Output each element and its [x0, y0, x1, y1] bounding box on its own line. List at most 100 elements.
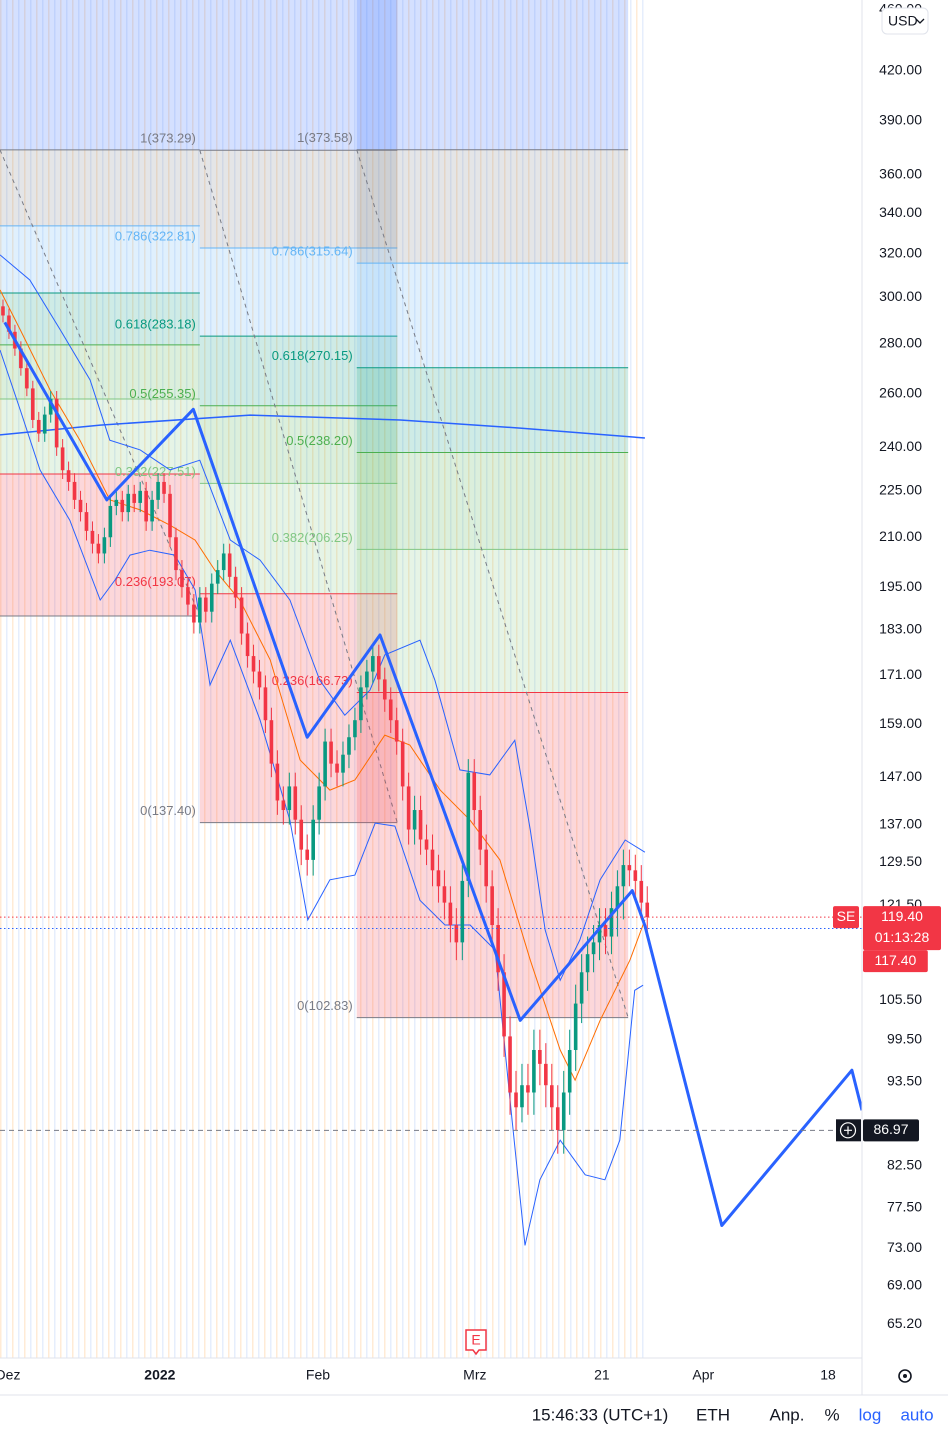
- candle-body: [54, 398, 59, 448]
- candle-body: [329, 741, 333, 764]
- gear[interactable]: [898, 1369, 912, 1383]
- currency[interactable]: USD: [888, 13, 918, 29]
- candle-body: [66, 470, 71, 482]
- candle-body: [221, 553, 226, 571]
- candle-body: [472, 772, 477, 811]
- candle-body: [412, 810, 417, 830]
- event-badge[interactable]: [465, 1329, 487, 1356]
- candle-body: [156, 481, 160, 500]
- candle-body: [227, 553, 232, 577]
- event-marker[interactable]: E: [465, 1329, 487, 1356]
- candle-body: [102, 537, 107, 554]
- candle-body: [365, 671, 369, 688]
- status-percent[interactable]: %: [824, 1405, 839, 1424]
- candle-body: [573, 1003, 578, 1050]
- currency-box[interactable]: [881, 7, 929, 35]
- candle-body: [78, 499, 83, 513]
- y-tick-label: 320.00: [879, 245, 922, 261]
- candle-body: [42, 414, 47, 434]
- candle-body: [84, 512, 89, 531]
- countdown: 01:13:28: [875, 929, 930, 945]
- y-tick-label: 105.50: [879, 991, 922, 1007]
- x-tick-label: Feb: [306, 1367, 330, 1383]
- y-tick-label: 280.00: [879, 334, 922, 350]
- gear-center: [903, 1374, 907, 1378]
- y-tick-label: 69.00: [887, 1277, 922, 1293]
- candle-body: [126, 493, 131, 513]
- candle-body: [215, 570, 220, 584]
- indicator-line: [0, 349, 644, 1246]
- candle-body: [25, 368, 29, 389]
- y-tick-label: 195.00: [879, 578, 922, 594]
- event-label: E: [471, 1332, 480, 1348]
- y-tick-label: 360.00: [879, 165, 922, 181]
- candle-body: [263, 687, 268, 721]
- fib-label: 1(373.29): [140, 131, 196, 146]
- fib-label: 0.786(322.81): [115, 228, 196, 243]
- candle-body: [406, 786, 411, 830]
- candle-body: [388, 699, 393, 721]
- fib-zone: [199, 0, 398, 151]
- drawing-line: [3, 321, 862, 1227]
- fib-label: 0(102.83): [297, 998, 353, 1013]
- y-tick-label: 93.50: [887, 1072, 922, 1088]
- fib-zone: [356, 367, 629, 453]
- candle-body: [114, 499, 119, 506]
- x-tick-label: 21: [594, 1367, 610, 1383]
- plot-area: 1(373.29) 0.786(322.81) 0.618(283.18) 0.5(2…: [0, 0, 862, 1246]
- candle-body: [7, 315, 11, 332]
- x-tick-label: Dez: [0, 1367, 20, 1383]
- y-tick-label: 73.00: [887, 1239, 922, 1255]
- y-tick-label: 137.00: [879, 815, 922, 831]
- fib-zone: [0, 293, 200, 345]
- status-auto[interactable]: auto: [900, 1405, 933, 1424]
- candle-body: [251, 656, 256, 672]
- y-tick-label: 340.00: [879, 204, 922, 220]
- add-button-ring: [839, 1122, 857, 1139]
- fib-zone: [0, 149, 200, 226]
- candle-body: [579, 972, 584, 1004]
- candle-body: [508, 1036, 512, 1093]
- status-log[interactable]: log: [859, 1405, 882, 1424]
- status-adjust[interactable]: Anp.: [770, 1405, 805, 1424]
- candle-body: [305, 849, 310, 860]
- currency-button[interactable]: USD: [881, 7, 929, 35]
- indicator-line: [0, 414, 645, 439]
- candle-body: [60, 447, 65, 471]
- fib-label: 0.618(283.18): [115, 317, 196, 332]
- fib-label: 0(137.40): [140, 803, 196, 818]
- candle-body: [168, 493, 172, 538]
- fib-label: 1(373.58): [297, 130, 353, 145]
- y-tick-label: 260.00: [879, 384, 922, 400]
- status-session[interactable]: ETH: [696, 1405, 730, 1424]
- fib-zone: [356, 263, 629, 368]
- candle-body: [454, 925, 459, 943]
- fib-label: 0.382(206.25): [272, 530, 353, 545]
- candle-body: [287, 786, 292, 811]
- price-label-box: [863, 950, 928, 973]
- candle-body: [603, 925, 608, 937]
- candle-body: [466, 772, 471, 881]
- candle-body: [633, 870, 638, 881]
- candle-body: [585, 954, 590, 973]
- fib-zone: [356, 149, 629, 264]
- x-tick-label: 2022: [144, 1367, 175, 1383]
- candle-body: [72, 481, 77, 500]
- axis-layer: 460.00420.00390.00360.00340.00320.00300.…: [879, 0, 922, 1330]
- candle-body: [198, 597, 202, 623]
- status-time[interactable]: 15:46:33 (UTC+1): [532, 1405, 669, 1424]
- y-tick-label: 159.00: [879, 715, 922, 731]
- candle-body: [359, 687, 363, 721]
- badge: SE: [837, 908, 856, 924]
- candle-body: [382, 679, 387, 700]
- settings-icon[interactable]: [898, 1369, 912, 1383]
- candle-body: [591, 942, 596, 955]
- candle-body: [371, 656, 375, 672]
- candle-body: [269, 720, 274, 764]
- candle-body: [275, 763, 280, 801]
- indicator-line: [0, 289, 646, 1082]
- x-tick-label: 18: [820, 1367, 836, 1383]
- add-button[interactable]: [836, 1119, 861, 1142]
- fib-zone: [199, 150, 398, 248]
- candle-body: [394, 720, 399, 742]
